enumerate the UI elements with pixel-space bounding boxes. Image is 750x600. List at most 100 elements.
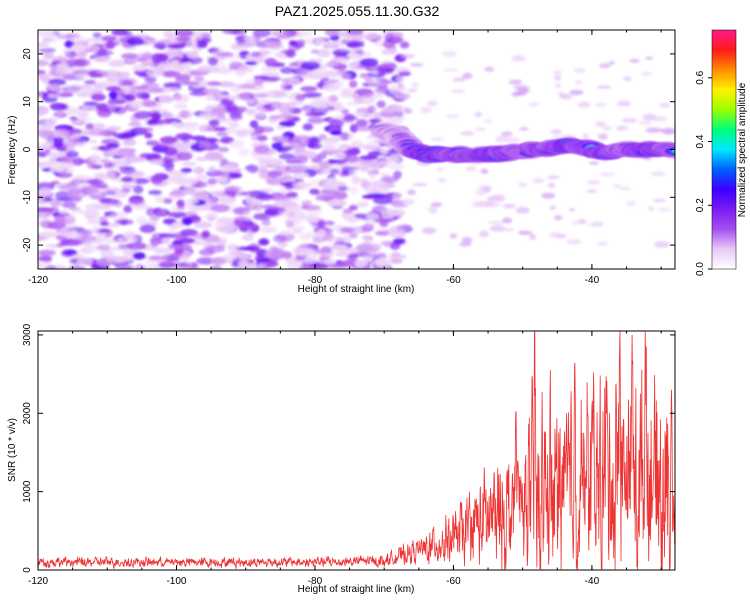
spectrogram-noise-blob [234, 216, 252, 224]
spectrogram-noise-blob [341, 108, 349, 115]
spectrogram-noise-blob [84, 79, 97, 85]
spectrogram-noise-blob [144, 132, 153, 139]
spectrogram-noise-blob [105, 142, 120, 149]
spectrogram-noise-blob [69, 116, 78, 121]
spectrogram-noise-blob [94, 174, 110, 180]
spectrogram-noise-blob [258, 238, 270, 246]
spectrogram-noise-blob [70, 37, 91, 44]
spectrogram-noise-blob [276, 113, 294, 121]
spectrogram-y-tick-label: 0 [22, 146, 33, 152]
snr-x-ticks: -120 -100 -80 -60 -40 [28, 331, 662, 587]
colorbar: 0.0 0.2 0.4 0.6 Normalized spectral amplitu… [695, 29, 748, 276]
spectrogram-noise-blob [208, 190, 226, 195]
spectrogram-noise-blob [577, 219, 587, 225]
spectrogram-noise-blob [79, 185, 98, 194]
spectrogram-noise-blob [465, 165, 477, 172]
spectrogram-noise-blob [594, 121, 607, 127]
spectrogram-noise-blob [238, 223, 251, 231]
spectrogram-noise-blob [289, 164, 307, 173]
snr-y-label: SNR (10 * v/v) [7, 418, 18, 482]
spectrogram-noise-blob [210, 107, 227, 115]
spectrogram-x-ticks: -120 -100 -80 -60 -40 [28, 30, 662, 286]
spectrogram-noise-blob [484, 66, 495, 72]
spectrogram-noise-blob [505, 137, 520, 143]
spectrogram-noise-blob [329, 168, 340, 175]
spectrogram-noise-blob [360, 180, 370, 189]
spectrogram-noise-blob [88, 73, 103, 78]
spectrogram-noise-blob [61, 201, 77, 209]
spectrogram-noise-blob [339, 145, 349, 152]
snr-x-tick-label: -40 [585, 576, 600, 587]
spectrogram-noise-blob [230, 43, 240, 50]
spectrogram-noise-blob [357, 88, 375, 98]
spectrogram-noise-blob [108, 71, 118, 78]
spectrogram-noise-blob [302, 92, 323, 98]
spectrogram-noise-blob [170, 121, 180, 128]
spectrogram-noise-blob [56, 62, 70, 69]
spectrogram-noise-blob [618, 186, 632, 191]
spectrogram-noise-blob [642, 113, 657, 121]
spectrogram-noise-blob [181, 217, 193, 226]
snr-y-tick-label: 1000 [22, 480, 33, 503]
spectrogram-noise-blob [553, 215, 563, 221]
spectrogram-noise-blob [355, 119, 368, 128]
spectrogram-noise-blob [346, 253, 359, 259]
spectrogram-noise-blob [159, 136, 178, 144]
spectrogram-noise-blob [393, 110, 404, 119]
spectrogram-noise-blob [216, 131, 229, 137]
spectrogram-noise-blob [474, 112, 483, 117]
spectrogram-noise-blob [286, 191, 298, 198]
spectrogram-noise-blob [342, 208, 353, 214]
spectrogram-noise-blob [217, 146, 230, 153]
spectrogram-noise-blob [122, 85, 132, 93]
spectrogram-noise-blob [410, 63, 424, 67]
spectrogram-noise-blob [319, 139, 339, 147]
spectrogram-noise-blob [72, 157, 84, 166]
spectrogram-noise-blob [645, 127, 658, 134]
spectrogram-noise-blob [389, 258, 403, 264]
snr-x-tick-label: -120 [28, 576, 48, 587]
spectrogram-noise-blob [101, 35, 117, 42]
snr-x-tick-label: -80 [308, 576, 323, 587]
spectrogram-noise-blob [296, 39, 306, 45]
spectrogram-noise-blob [333, 104, 344, 112]
spectrogram-noise-blob [180, 167, 193, 173]
spectrogram-noise-blob [208, 119, 220, 127]
spectrogram-noise-blob [163, 118, 173, 125]
spectrogram-noise-blob [132, 65, 147, 72]
spectrogram-noise-blob [72, 175, 92, 182]
spectrogram-noise-blob [367, 181, 385, 190]
spectrogram-noise-blob [327, 60, 340, 67]
spectrogram-noise-blob [204, 151, 224, 161]
spectrogram-noise-blob [307, 117, 325, 124]
spectrogram-noise-blob [89, 127, 107, 137]
spectrogram-noise-blob [96, 232, 107, 238]
spectrogram-noise-blob [517, 182, 528, 187]
spectrogram-noise-blob [174, 74, 191, 81]
spectrogram-noise-blob [291, 99, 304, 105]
spectrogram-noise-blob [301, 200, 313, 206]
spectrogram-noise-blob [395, 75, 403, 83]
spectrogram-noise-blob [350, 47, 364, 55]
spectrogram-noise-blob [159, 233, 178, 239]
spectrogram-noise-blob [173, 232, 183, 241]
spectrogram-noise-blob [159, 112, 174, 119]
spectrogram-noise-blob [478, 185, 493, 190]
spectrogram-noise-blob [86, 219, 102, 225]
spectrogram-noise-blob [258, 158, 268, 166]
spectrogram-noise-blob [135, 85, 149, 90]
spectrogram-noise-blob [501, 217, 513, 224]
spectrogram-noise-blob [144, 75, 157, 83]
spectrogram-noise-blob [574, 80, 583, 84]
spectrogram-noise-blob [127, 199, 146, 206]
spectrogram-noise-blob [156, 142, 174, 149]
spectrogram-noise-blob [272, 31, 291, 36]
spectrogram-noise-blob [441, 50, 457, 58]
spectrogram-noise-blob [623, 76, 632, 81]
spectrogram-noise-blob [38, 42, 50, 48]
spectrogram-noise-blob [106, 255, 123, 263]
spectrogram-noise-blob [221, 30, 241, 35]
spectrogram-x-tick-label: -60 [446, 275, 461, 286]
spectrogram-noise-blob [183, 199, 200, 204]
